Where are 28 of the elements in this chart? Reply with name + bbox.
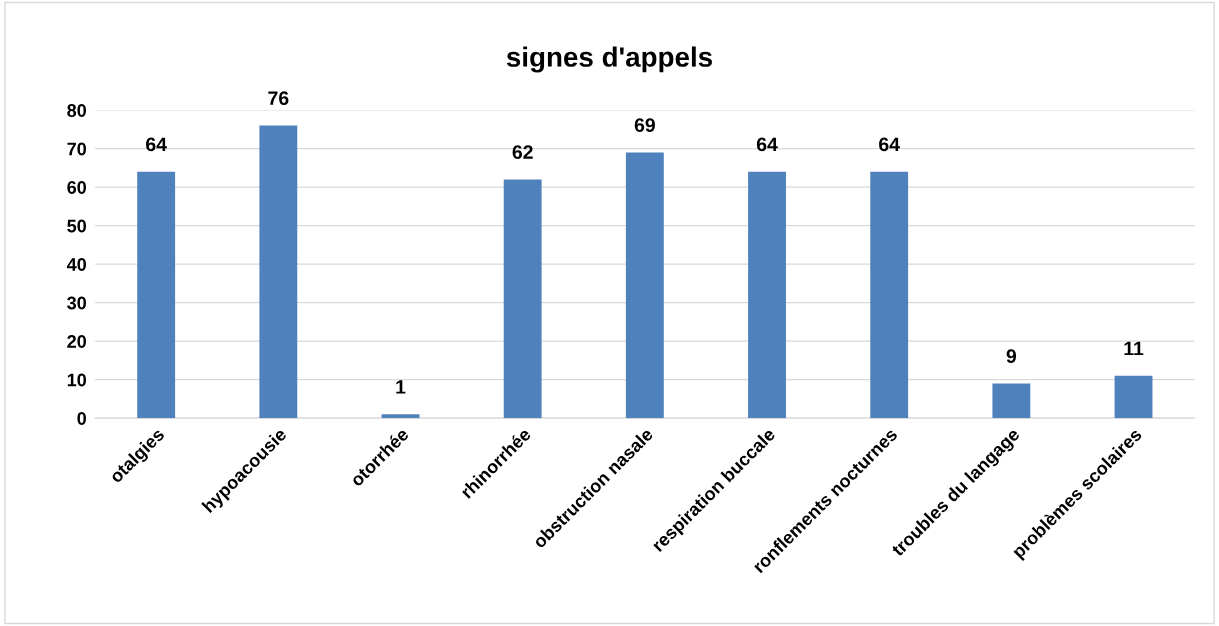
bar [1114, 375, 1153, 419]
bar [992, 383, 1031, 419]
bar [625, 152, 664, 419]
y-tick-label: 40 [66, 258, 87, 271]
y-tick-label: 20 [67, 335, 87, 348]
y-tick-label: 0 [77, 412, 87, 425]
bar [259, 125, 298, 419]
data-label: 9 [1006, 349, 1017, 364]
y-tick-label: 80 [67, 104, 87, 117]
bar [137, 171, 176, 419]
data-label: 11 [1124, 341, 1144, 356]
bar [870, 171, 909, 419]
data-label: 64 [756, 137, 778, 152]
data-label: 69 [634, 118, 655, 133]
data-label: 76 [268, 91, 289, 106]
y-tick-label: 50 [67, 219, 87, 233]
y-tick-label: 70 [67, 142, 87, 156]
y-tick-label: 10 [67, 373, 87, 387]
bar [503, 179, 542, 419]
y-tick-label: 30 [67, 296, 87, 310]
bar [381, 414, 420, 419]
data-label: 64 [879, 137, 900, 152]
data-label: 1 [396, 380, 406, 394]
chart-title: signes d'appels [506, 46, 713, 73]
bar [748, 171, 786, 419]
data-label: 64 [146, 137, 167, 152]
data-label: 62 [512, 145, 533, 159]
y-tick-label: 60 [67, 181, 87, 194]
